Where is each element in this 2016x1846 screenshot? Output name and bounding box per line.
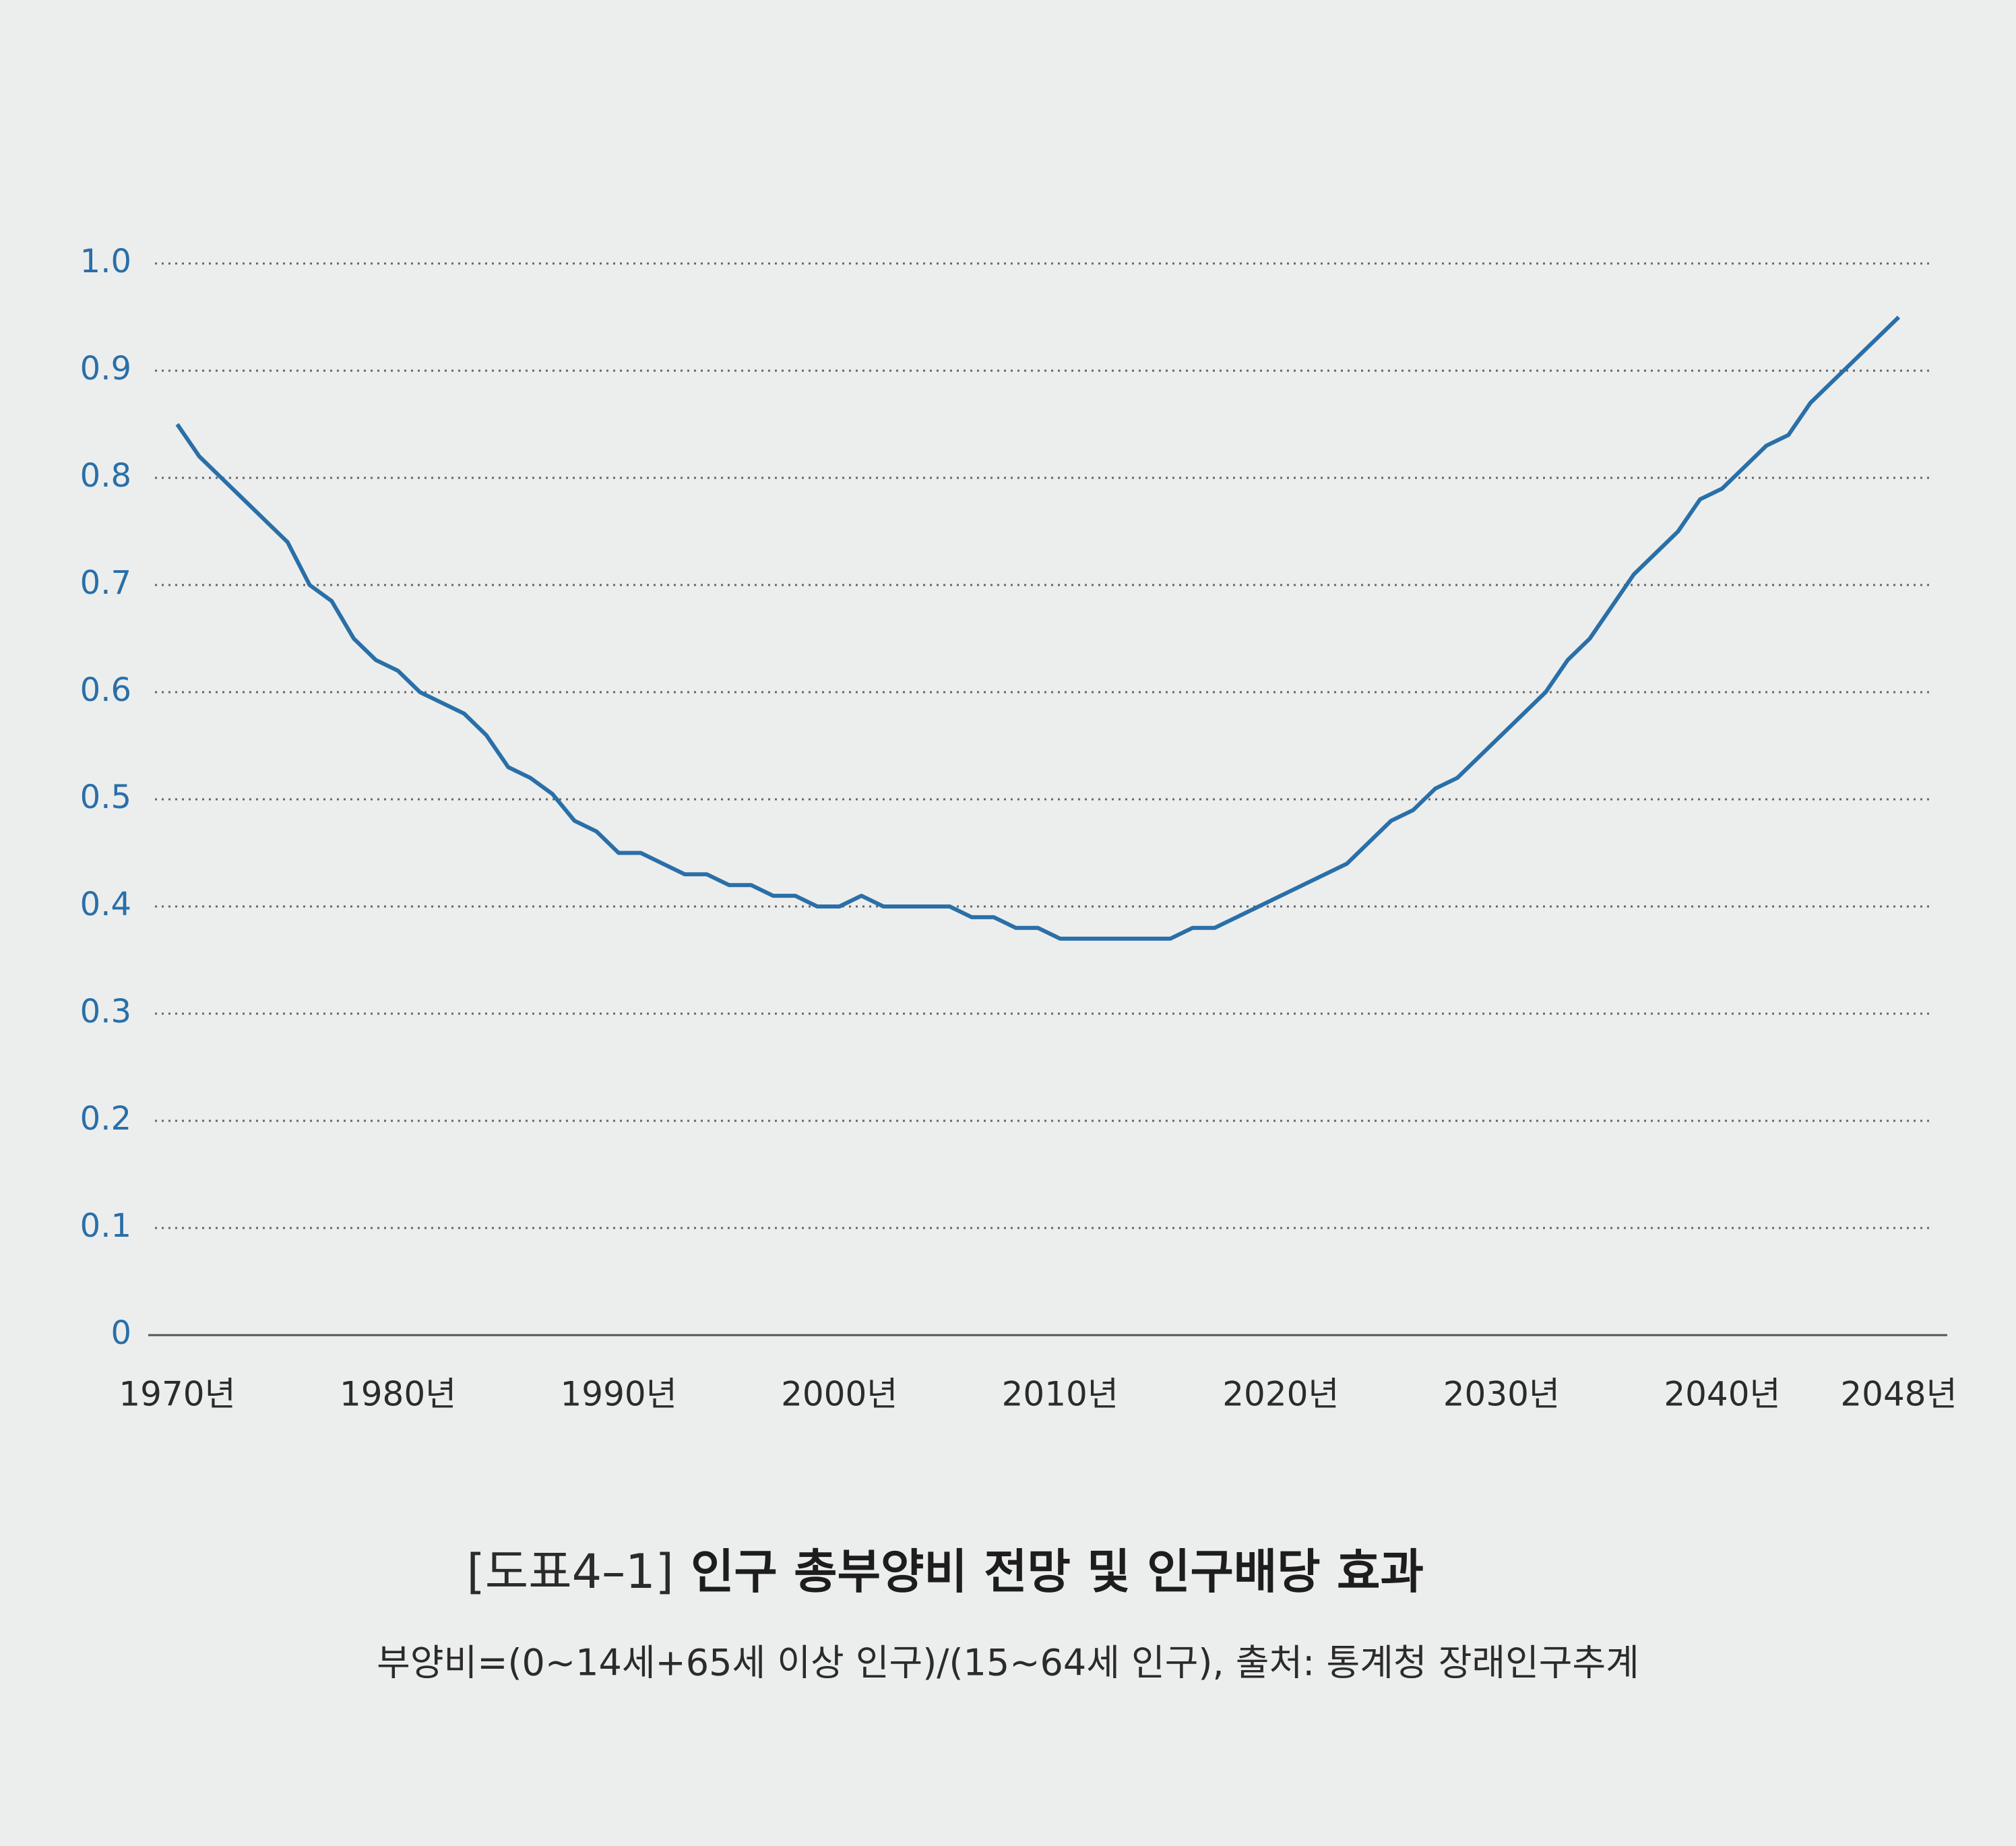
x-tick-label: 2048년	[1840, 1375, 1957, 1414]
y-tick-label: 0.8	[80, 457, 131, 495]
x-tick-label: 2020년	[1222, 1375, 1339, 1414]
x-tick-label: 1990년	[561, 1375, 677, 1414]
chart-title: 인구 총부양비 전망 및 인구배당 효과	[691, 1544, 1424, 1599]
y-tick-label: 0.9	[80, 350, 131, 388]
x-tick-label: 2010년	[1002, 1375, 1119, 1414]
y-tick-label: 0.5	[80, 778, 131, 816]
y-tick-label: 0.2	[80, 1100, 131, 1138]
y-tick-label: 0.3	[80, 993, 131, 1030]
x-tick-label: 1970년	[119, 1375, 235, 1414]
y-tick-label: 0	[111, 1314, 131, 1352]
y-tick-label: 0.6	[80, 671, 131, 709]
y-tick-label: 0.4	[80, 886, 131, 923]
data-line	[175, 315, 1901, 941]
y-tick-label: 0.1	[80, 1207, 131, 1245]
x-tick-label: 2000년	[781, 1375, 897, 1414]
figure-number: [도표4–1]	[467, 1544, 674, 1599]
chart-subtitle: 부양비=(0~14세+65세 이상 인구)/(15~64세 인구), 출처: 통…	[377, 1642, 1639, 1684]
x-tick-label: 1980년	[340, 1375, 456, 1414]
y-tick-label: 1.0	[80, 243, 131, 280]
y-tick-label: 0.7	[80, 564, 131, 602]
x-tick-label: 2030년	[1443, 1375, 1560, 1414]
x-tick-label: 2040년	[1664, 1375, 1780, 1414]
